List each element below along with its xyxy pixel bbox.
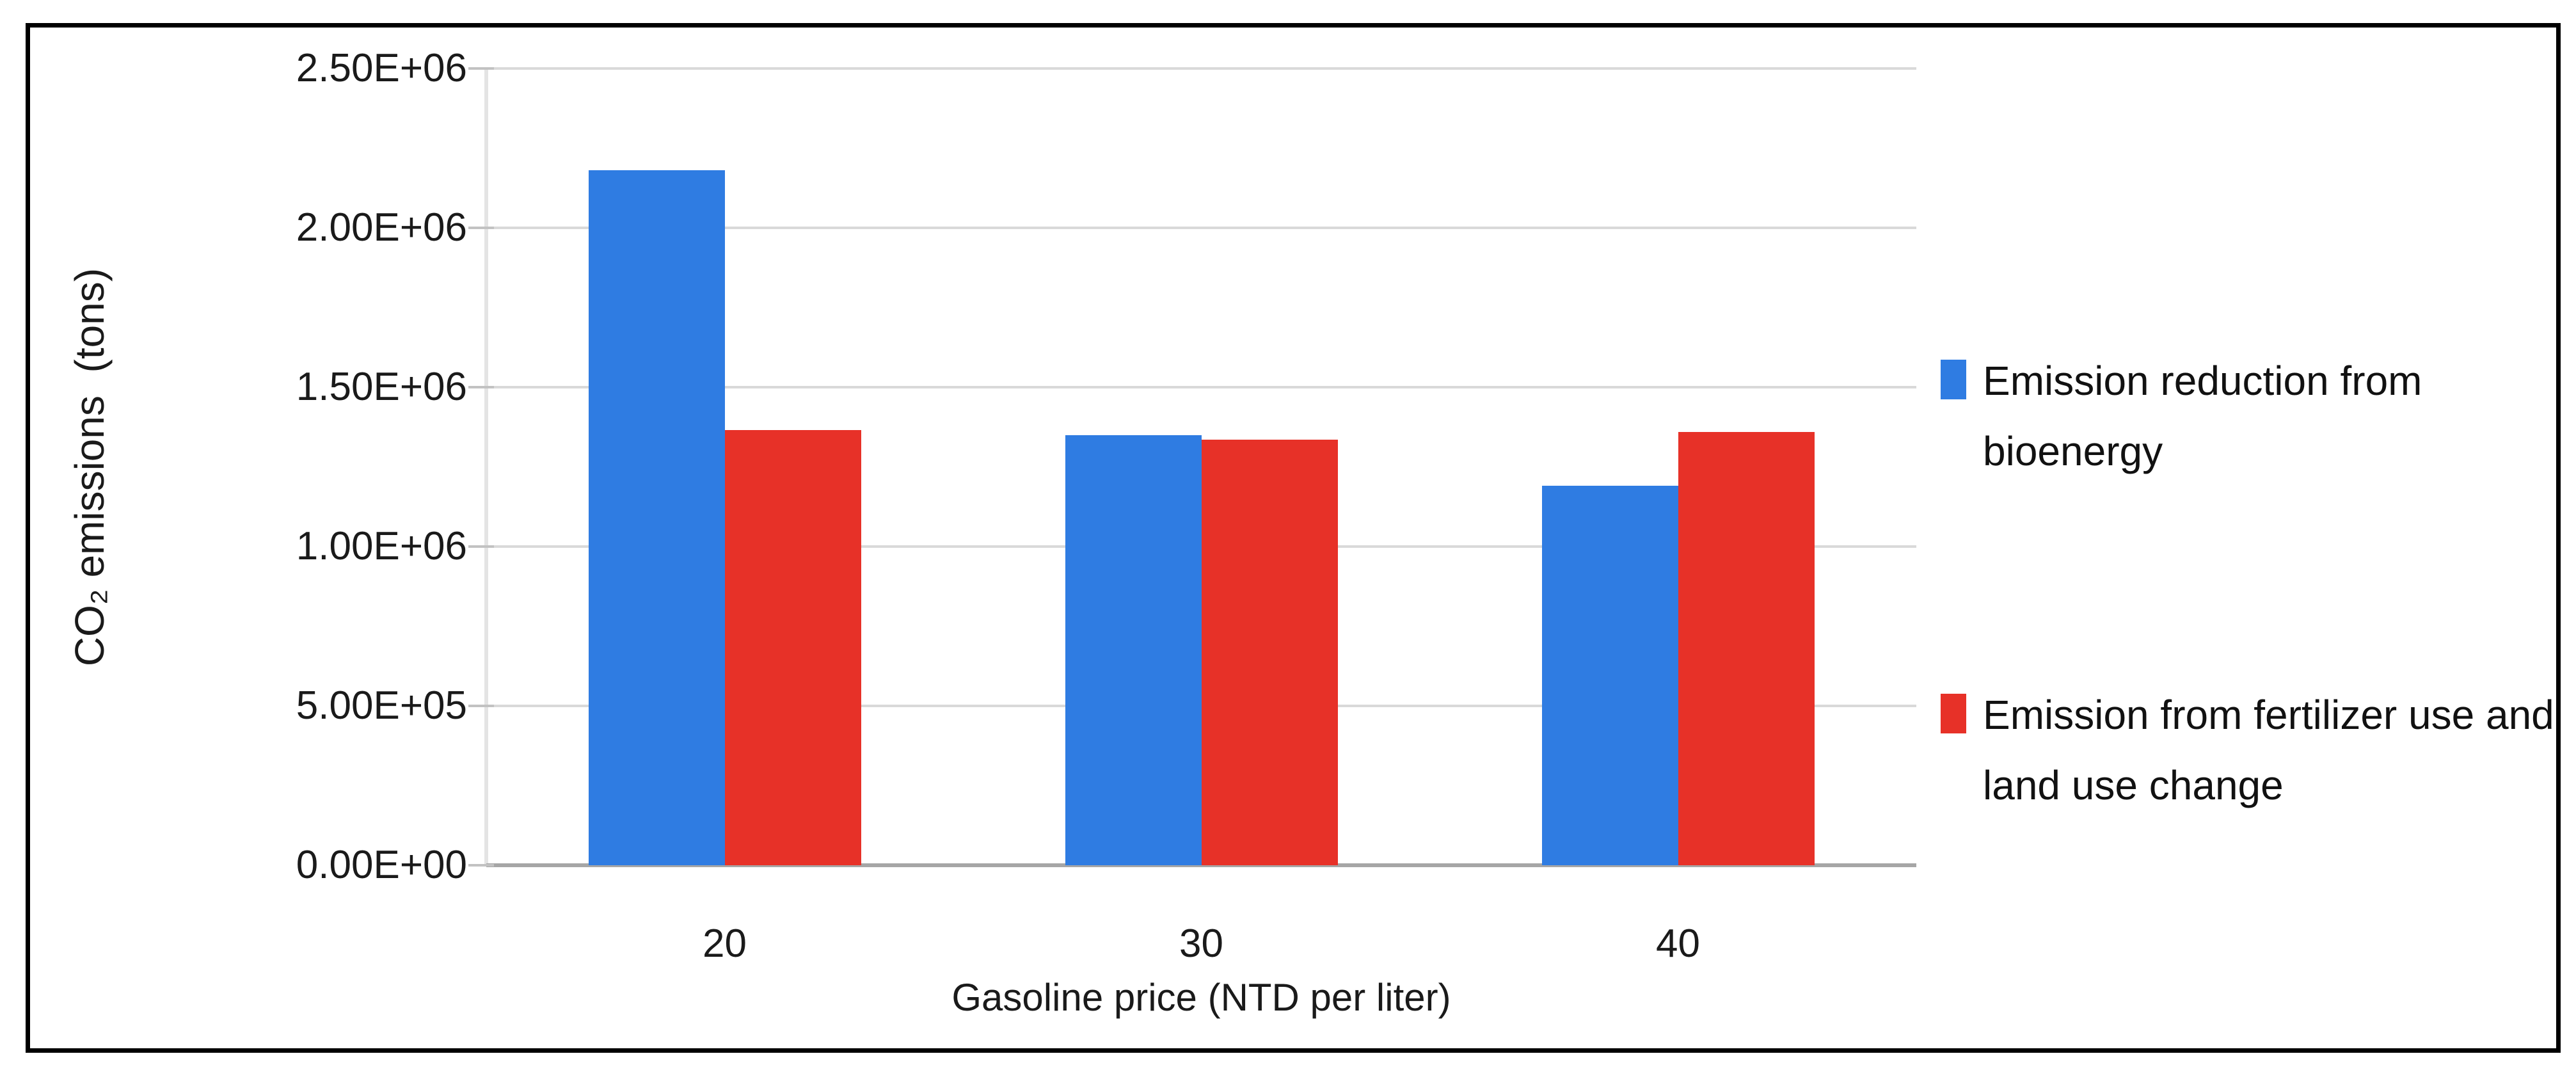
bar-series2-cat1 [724,430,861,865]
legend-entry: Emission from fertilizer use and land us… [1941,680,2562,820]
y-axis-tick [468,545,494,548]
y-axis-tick [468,386,494,388]
y-tick-label: 1.00E+06 [296,524,467,568]
y-axis-line [484,68,488,865]
x-axis-line [486,863,1916,867]
legend-swatch-icon [1941,694,1966,733]
gridline [486,386,1916,388]
x-tick-label: 30 [1179,922,1223,966]
y-axis-tick [468,705,494,707]
x-axis-title: Gasoline price (NTD per liter) [951,976,1451,1019]
y-axis-title-container: CO₂ emissions (tons) [26,68,154,865]
figure-border [26,23,2561,1053]
bar-series2-cat2 [1201,440,1338,865]
gridline [486,227,1916,229]
y-tick-label: 2.00E+06 [296,205,467,250]
legend-label: Emission from fertilizer use and land us… [1983,692,2554,808]
legend-entry: Emission reduction from bioenergy [1941,346,2562,486]
y-axis-tick [468,227,494,229]
legend-label: Emission reduction from bioenergy [1983,358,2422,474]
x-tick-label: 20 [703,922,747,966]
legend-swatch-icon [1941,360,1966,399]
y-axis-tick [468,864,494,867]
x-tick-label: 40 [1656,922,1700,966]
y-tick-label: 0.00E+00 [296,843,467,887]
legend: Emission reduction from bioenergy Emissio… [1941,0,2564,1079]
y-axis-tick [468,67,494,70]
bar-series1-cat2 [1065,435,1202,865]
bar-series1-cat3 [1541,486,1678,865]
gridline [486,67,1916,70]
plot-area: 0.00E+00 5.00E+05 1.00E+06 1.50E+06 2.00E+06… [296,49,1916,964]
y-tick-label: 2.50E+06 [296,46,467,90]
y-axis-title: CO₂ emissions (tons) [67,268,113,666]
bar-series1-cat1 [588,170,725,865]
bar-series2-cat3 [1678,431,1815,865]
y-tick-label: 1.50E+06 [296,365,467,409]
y-tick-label: 5.00E+05 [296,683,467,728]
